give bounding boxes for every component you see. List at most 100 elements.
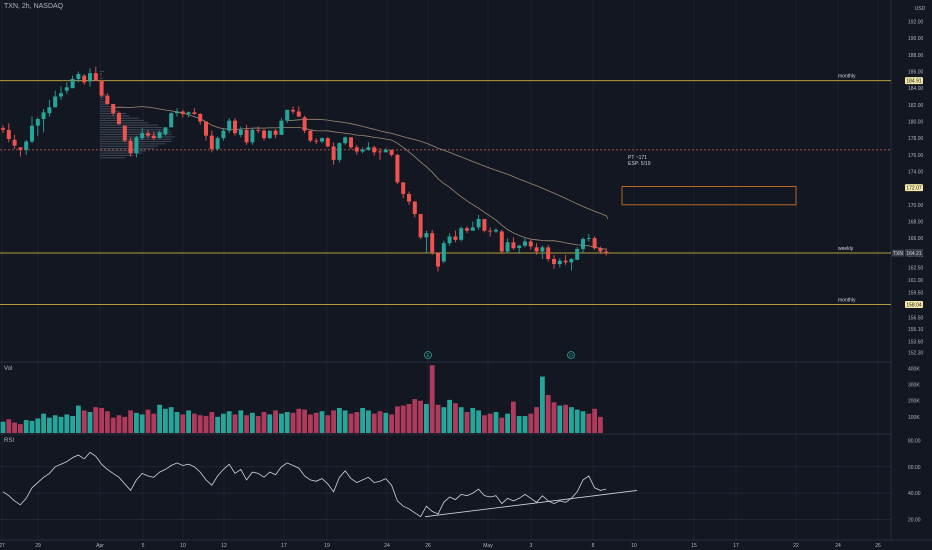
volume-bar <box>331 410 336 433</box>
candle <box>296 106 301 118</box>
volume-bar <box>447 399 452 433</box>
candle-body <box>215 138 220 149</box>
target-annotation: PT ~171 ESP: 5/19 <box>621 155 797 206</box>
volume-bar <box>81 410 87 433</box>
candle-body <box>262 130 266 139</box>
volume-bar <box>487 413 493 433</box>
time-tick-label: 19 <box>324 543 330 549</box>
profile-bar <box>100 157 126 159</box>
candle <box>476 214 481 230</box>
symbol-line: TXN, 2h, NASDAQ <box>4 3 64 10</box>
candle-body <box>424 233 429 238</box>
profile-bar <box>100 75 102 77</box>
candle-body <box>320 138 324 142</box>
time-tick-label: May <box>483 543 493 549</box>
volume-tick-label: 400K <box>908 366 920 372</box>
candle-body <box>151 135 156 139</box>
candle-body <box>337 143 342 160</box>
volume-bar <box>493 412 499 433</box>
candle-body <box>279 120 284 135</box>
candle-body <box>93 73 98 81</box>
price-tick-label: 182.00 <box>908 103 924 109</box>
candle-body <box>227 120 232 131</box>
volume-bar <box>302 409 307 433</box>
candle-body <box>447 236 452 244</box>
volume-bar <box>221 413 226 433</box>
candle-body <box>534 247 539 252</box>
candle-body <box>256 129 261 131</box>
volume-bar <box>261 412 267 433</box>
volume-bar <box>238 410 244 433</box>
volume-bar <box>563 404 568 433</box>
candle-body <box>76 74 81 79</box>
volume-bar <box>313 412 319 433</box>
time-tick-label: 8 <box>592 543 595 549</box>
volume-bar <box>569 407 574 433</box>
profile-bar <box>100 96 105 98</box>
candle <box>546 244 551 262</box>
volume-bar <box>319 411 325 433</box>
candle-body <box>378 151 382 153</box>
volume-bar <box>76 405 81 433</box>
volume-bar <box>360 407 365 433</box>
volume-bar <box>157 404 162 433</box>
price-tick-label: 190.00 <box>908 36 924 42</box>
volume-bar <box>29 420 35 433</box>
volume-bar <box>47 417 52 433</box>
candle <box>134 135 139 158</box>
candle <box>24 139 29 155</box>
time-axis[interactable]: 27 29 Apr 5 10 12 17 19 24 26 May 3 8 10 15 17 22 24 26 <box>0 543 881 549</box>
price-tick-label: 186.00 <box>908 70 924 76</box>
candle <box>349 137 353 149</box>
candle <box>59 86 63 100</box>
rsi-line <box>2 451 607 518</box>
volume-bar <box>383 412 389 433</box>
profile-bar <box>100 105 115 108</box>
symbol-header[interactable]: TXN, 2h, NASDAQ <box>4 3 63 10</box>
profile-bar <box>100 108 116 110</box>
candle-body <box>511 242 516 249</box>
candle <box>227 118 232 134</box>
candle-body <box>517 245 522 249</box>
candle-body <box>598 248 603 252</box>
volume-bar <box>580 411 586 433</box>
volume-bar <box>325 415 331 433</box>
time-tick-label: 17 <box>281 543 287 549</box>
volume-bar <box>290 412 296 433</box>
volume-bar <box>296 408 302 433</box>
level-tag: 158.04 <box>906 302 922 308</box>
candle-body <box>476 219 481 228</box>
profile-bar <box>100 73 103 75</box>
candle <box>430 229 435 255</box>
volume-bar <box>528 413 534 433</box>
candle <box>314 138 319 144</box>
price-tick-label: 156.50 <box>908 315 924 321</box>
candle <box>569 258 574 271</box>
candle <box>41 109 46 133</box>
volume-bar <box>551 402 557 433</box>
candle <box>215 136 220 151</box>
candle-body <box>18 147 23 150</box>
time-tick-label: 22 <box>793 543 799 549</box>
volume-bar <box>545 395 551 433</box>
candle-body <box>499 231 504 252</box>
candle <box>354 144 359 155</box>
candle <box>105 93 110 105</box>
candle <box>285 109 290 124</box>
volume-bar <box>412 399 418 433</box>
candle-body <box>372 147 377 153</box>
candle-body <box>546 247 551 259</box>
candle <box>563 254 568 265</box>
candle-body <box>35 119 40 126</box>
rsi-pane <box>0 451 891 520</box>
volume-tick-label: 300K <box>908 383 920 389</box>
volume-bar <box>139 414 145 433</box>
candle-body <box>192 112 197 114</box>
volume-bar <box>128 410 133 433</box>
volume-bar <box>35 418 41 433</box>
candle-body <box>343 137 348 144</box>
candle <box>279 118 284 135</box>
profile-bar <box>100 110 118 112</box>
